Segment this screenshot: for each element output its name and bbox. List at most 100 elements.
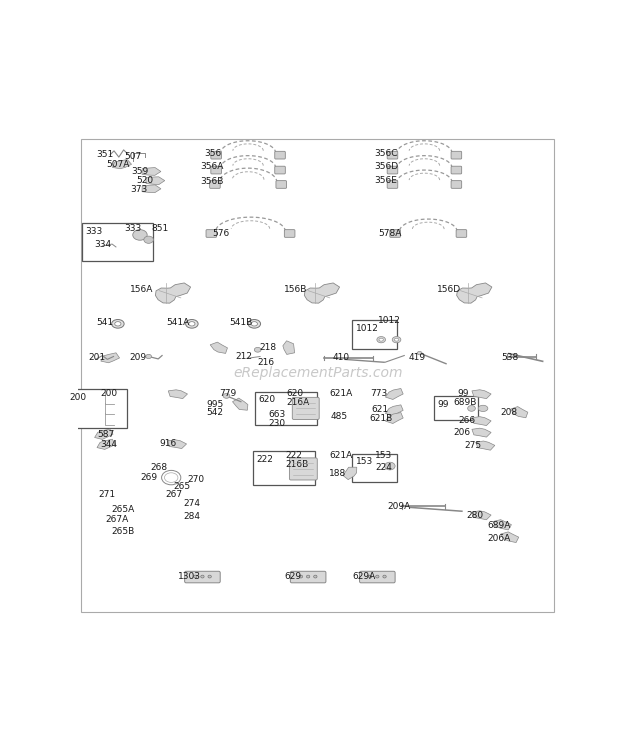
Ellipse shape [368,575,372,578]
Ellipse shape [467,405,476,411]
Text: 995: 995 [206,400,224,409]
Text: 851: 851 [151,224,168,233]
Text: 576: 576 [212,229,229,238]
Text: 222: 222 [285,451,302,460]
Text: 274: 274 [184,499,200,508]
Ellipse shape [314,575,317,578]
Text: 218: 218 [259,343,277,353]
Ellipse shape [193,575,197,578]
FancyBboxPatch shape [456,230,467,237]
Text: 265A: 265A [111,504,135,514]
Text: 265: 265 [174,481,191,491]
Polygon shape [232,398,248,410]
Polygon shape [168,390,187,399]
Ellipse shape [115,321,121,326]
Text: 200: 200 [100,389,117,399]
Ellipse shape [376,575,379,578]
Text: 201: 201 [88,353,105,362]
FancyBboxPatch shape [275,166,285,174]
Text: 621A: 621A [329,451,353,460]
FancyBboxPatch shape [290,571,326,583]
Text: 266: 266 [459,417,476,426]
Text: 621: 621 [371,405,389,414]
Polygon shape [472,417,491,426]
Text: 373: 373 [130,185,148,193]
Ellipse shape [201,575,204,578]
FancyBboxPatch shape [211,151,221,159]
Text: 1012: 1012 [355,324,378,333]
Text: 916: 916 [159,440,177,449]
Text: 216A: 216A [286,398,310,407]
Text: 663: 663 [268,410,286,419]
Text: 541A: 541A [166,318,190,327]
Text: 267A: 267A [105,516,128,525]
Ellipse shape [254,347,261,352]
Ellipse shape [185,319,198,328]
Ellipse shape [146,354,151,359]
Text: 620: 620 [286,389,303,399]
Text: 267: 267 [165,490,182,499]
Text: 188: 188 [329,469,347,478]
Text: 224: 224 [376,464,392,472]
Polygon shape [210,342,228,353]
Text: 689B: 689B [453,398,477,407]
Polygon shape [472,390,491,399]
Text: 333: 333 [86,227,103,236]
Text: 99: 99 [457,389,469,399]
Text: 520: 520 [136,176,153,185]
Polygon shape [95,429,113,440]
Text: 621A: 621A [329,389,353,399]
FancyBboxPatch shape [390,230,401,237]
Text: 208: 208 [500,408,518,417]
Ellipse shape [394,339,399,341]
FancyBboxPatch shape [360,571,395,583]
Text: 206: 206 [454,428,471,437]
Text: 153: 153 [356,458,373,466]
Text: 156D: 156D [437,285,461,294]
Ellipse shape [251,321,257,326]
Text: 507A: 507A [107,160,130,169]
Text: 507: 507 [125,152,142,161]
Ellipse shape [188,321,195,326]
Polygon shape [386,405,403,416]
FancyBboxPatch shape [451,166,462,174]
Text: 212: 212 [235,352,252,361]
Text: 216: 216 [257,358,274,367]
Text: 270: 270 [187,475,204,484]
Text: 541: 541 [97,318,114,327]
Text: 280: 280 [467,510,484,519]
FancyBboxPatch shape [185,571,220,583]
Text: 356C: 356C [374,149,398,158]
Polygon shape [476,441,495,450]
Text: 356D: 356D [374,162,399,171]
Text: 541B: 541B [229,318,252,327]
Polygon shape [472,511,491,520]
Text: 542: 542 [206,408,223,417]
Text: 333: 333 [124,224,141,233]
Polygon shape [501,532,519,542]
Text: 485: 485 [330,411,347,420]
Ellipse shape [306,575,310,578]
Ellipse shape [223,394,230,398]
Bar [352,321,397,349]
Text: 230: 230 [268,420,286,429]
Polygon shape [156,283,190,303]
Text: 689A: 689A [488,521,511,530]
Ellipse shape [379,339,383,341]
Text: 410: 410 [332,353,349,362]
FancyBboxPatch shape [290,458,317,480]
FancyBboxPatch shape [206,230,216,237]
Text: 284: 284 [184,512,200,521]
FancyBboxPatch shape [451,151,462,159]
FancyBboxPatch shape [292,397,319,420]
Polygon shape [343,467,356,480]
Text: 216B: 216B [285,460,308,469]
Text: 99: 99 [438,400,450,409]
Text: 222: 222 [257,455,273,464]
Polygon shape [457,283,492,303]
Polygon shape [386,412,403,423]
Text: 153: 153 [376,451,392,460]
Polygon shape [97,439,115,449]
Polygon shape [493,519,512,530]
Text: 419: 419 [409,353,426,362]
